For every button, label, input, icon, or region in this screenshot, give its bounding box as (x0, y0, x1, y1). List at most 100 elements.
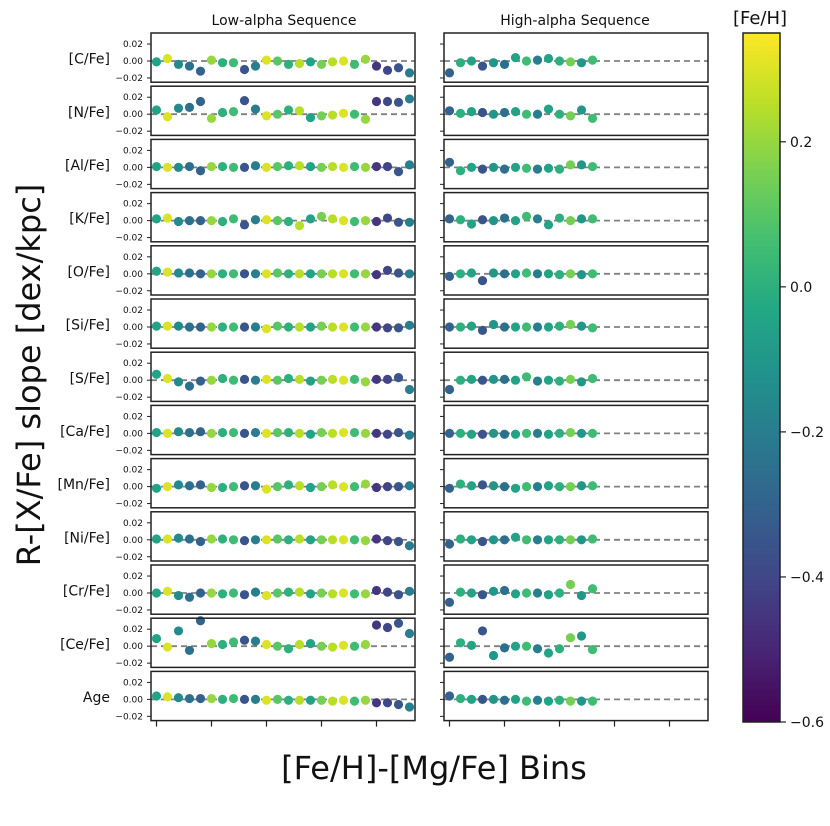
data-point (305, 589, 316, 599)
panel-k-fe-low_alpha: −0.02 0.00 0.02 (115, 191, 416, 244)
data-point (466, 219, 477, 229)
data-point (151, 214, 162, 224)
y-tick-label: −0.02 (115, 180, 143, 190)
data-point (195, 427, 206, 437)
data-point (532, 55, 543, 65)
data-point (261, 590, 272, 601)
data-point (206, 55, 217, 65)
row-label-ni-fe: [Ni/Fe] (64, 530, 110, 546)
data-point (239, 694, 250, 704)
data-point (554, 376, 565, 386)
panel-ca-fe-low_alpha: −0.02 0.00 0.02 (115, 404, 416, 456)
data-point (272, 215, 283, 226)
data-point (294, 269, 305, 279)
panel-k-fe-high_alpha (440, 191, 709, 243)
data-point (217, 373, 228, 384)
data-point (173, 590, 184, 601)
data-point (499, 164, 510, 174)
data-point (195, 376, 206, 386)
data-point (239, 590, 250, 600)
data-point (404, 541, 415, 551)
data-point (349, 427, 360, 438)
data-point (327, 480, 338, 490)
data-point (305, 639, 316, 649)
colorbar: [Fe/H] 0.2 0.0 −0.2 −0.4 −0.6 (733, 8, 824, 731)
data-point (382, 265, 393, 275)
data-point (151, 266, 162, 276)
panel-frame (150, 298, 416, 349)
data-point (488, 319, 499, 330)
data-point (554, 535, 565, 545)
row-label-c-fe: [C/Fe] (69, 52, 110, 68)
data-point (543, 322, 554, 332)
data-point (217, 216, 228, 227)
data-point (404, 384, 415, 395)
data-point (576, 270, 587, 280)
data-point (543, 375, 554, 385)
data-point (217, 107, 228, 118)
data-point (195, 66, 206, 76)
data-point (510, 215, 521, 226)
data-point (283, 322, 294, 332)
row-label-o-fe: [O/Fe] (67, 264, 110, 280)
data-point (444, 483, 455, 493)
data-point (455, 534, 466, 544)
data-point (565, 579, 576, 590)
data-point (294, 221, 305, 231)
data-point (173, 693, 184, 703)
panel-ca-fe-high_alpha (440, 404, 709, 456)
data-point (239, 322, 250, 332)
data-point (554, 428, 565, 438)
data-point (228, 214, 239, 224)
panel-frame (443, 245, 709, 296)
data-point (554, 481, 565, 492)
data-point (576, 214, 587, 224)
data-point (173, 268, 184, 278)
data-point (338, 162, 349, 172)
data-point (393, 590, 404, 600)
row-label-age: Age (83, 690, 110, 706)
data-point (283, 480, 294, 490)
data-point (382, 374, 393, 384)
y-tick-label: −0.02 (115, 127, 143, 137)
data-point (151, 57, 162, 67)
data-point (499, 107, 510, 118)
data-point (404, 702, 415, 712)
data-point (327, 269, 338, 279)
data-point (587, 481, 598, 491)
data-point (466, 694, 477, 704)
data-point (488, 535, 499, 545)
data-point (565, 215, 576, 226)
y-tick-label: −0.02 (115, 500, 143, 510)
panel-ni-fe-low_alpha: −0.02 0.00 0.02 (115, 511, 416, 563)
data-point (272, 321, 283, 331)
data-point (554, 321, 565, 331)
data-point (532, 588, 543, 598)
data-point (338, 56, 349, 66)
data-point (239, 481, 250, 491)
data-point (360, 479, 371, 489)
data-point (173, 162, 184, 172)
data-point (404, 160, 415, 170)
data-point (510, 483, 521, 493)
data-point (206, 693, 217, 704)
data-point (404, 94, 415, 104)
row-label-mn-fe: [Mn/Fe] (58, 477, 111, 493)
figure-labels: Low-alpha Sequence High-alpha Sequence [… (10, 13, 650, 787)
data-point (272, 588, 283, 598)
data-point (543, 535, 554, 545)
data-point (316, 375, 327, 385)
data-point (499, 429, 510, 439)
data-point (587, 113, 598, 124)
data-point (327, 214, 338, 224)
data-point (162, 53, 173, 64)
data-point (576, 631, 587, 641)
data-point (532, 695, 543, 705)
data-point (444, 214, 455, 224)
data-point (261, 269, 272, 279)
data-point (338, 215, 349, 226)
data-point (217, 58, 228, 68)
data-point (294, 161, 305, 171)
data-point (283, 216, 294, 227)
